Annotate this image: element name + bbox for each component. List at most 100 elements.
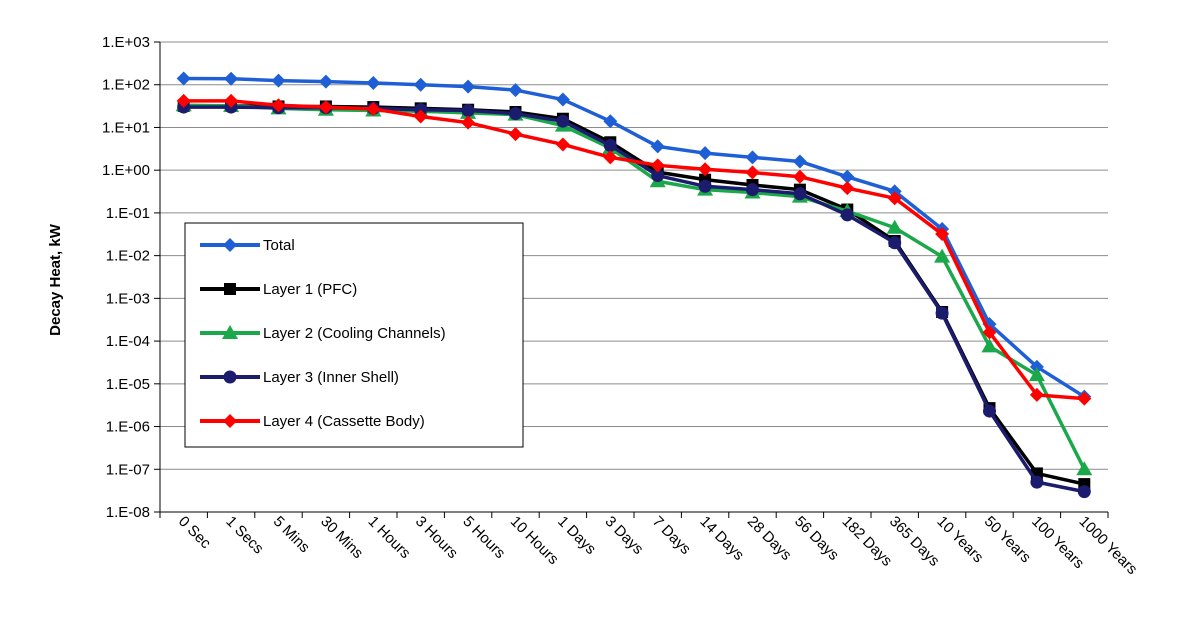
y-tick-label: 1.E-06 [106, 419, 150, 436]
x-tick-label: 365 Days [886, 513, 943, 570]
legend-swatch-marker [222, 325, 238, 339]
x-tick-label: 56 Days [791, 513, 842, 564]
data-point [413, 109, 428, 124]
y-tick-label: 1.E-05 [106, 376, 150, 393]
data-point [1029, 387, 1044, 402]
x-tick-label: 14 Days [696, 513, 747, 564]
data-point [981, 338, 998, 353]
y-tick-label: 1.E+03 [102, 34, 150, 51]
y-tick-label: 1.E+00 [102, 162, 150, 179]
data-point [651, 169, 665, 183]
series-line [183, 103, 1086, 471]
data-point [698, 179, 712, 193]
data-point [934, 248, 951, 263]
legend-swatch-marker [223, 414, 237, 428]
data-point [603, 114, 618, 129]
data-point [366, 75, 381, 90]
x-tick-label: 50 Years [981, 513, 1034, 566]
data-point [271, 98, 286, 113]
x-tick-label: 7 Days [649, 513, 694, 558]
data-point [650, 139, 665, 154]
x-tick-label: 3 Days [602, 513, 647, 558]
legend-swatch-marker [223, 238, 237, 252]
data-point [461, 103, 475, 117]
x-tick-label: 28 Days [744, 513, 795, 564]
data-point [792, 169, 807, 184]
data-point [413, 77, 428, 92]
data-point [792, 154, 807, 169]
data-point [461, 79, 476, 94]
data-point [650, 158, 665, 173]
data-point [556, 114, 570, 128]
y-tick-label: 1.E-04 [106, 333, 150, 350]
data-point [840, 169, 855, 184]
data-point [176, 93, 191, 108]
data-point [366, 102, 381, 117]
data-point [508, 127, 523, 142]
data-point [840, 181, 855, 196]
series-1 [176, 71, 1092, 404]
data-point [698, 146, 713, 161]
y-tick-label: 1.E-03 [106, 290, 150, 307]
y-axis-title: Decay Heat, kW [47, 223, 64, 336]
data-point [698, 162, 713, 177]
legend-label: Total [263, 237, 295, 254]
x-tick-label: 10 Hours [507, 513, 562, 568]
legend-swatch-marker [223, 370, 237, 384]
x-tick-label: 5 Mins [270, 513, 313, 556]
x-tick-label: 0 Sec [175, 513, 214, 552]
data-point [1028, 367, 1045, 382]
data-point [603, 150, 618, 165]
data-point [1030, 475, 1044, 489]
legend-label: Layer 2 (Cooling Channels) [263, 325, 446, 342]
data-point [318, 74, 333, 89]
x-tick-label: 30 Mins [317, 513, 366, 562]
data-point [603, 138, 617, 152]
x-tick-label: 5 Hours [459, 513, 508, 562]
legend-item-3: Layer 2 (Cooling Channels) [200, 325, 446, 342]
legend-label: Layer 4 (Cassette Body) [263, 413, 425, 430]
y-tick-label: 1.E+01 [102, 119, 150, 136]
series-line [183, 76, 1086, 399]
data-point [888, 236, 902, 250]
data-point [886, 219, 903, 234]
y-tick-label: 1.E+02 [102, 77, 150, 94]
x-tick-label: 182 Days [839, 513, 896, 570]
data-point [1077, 485, 1091, 499]
legend: Total Layer 1 (PFC) Layer 2 (Cooling Chann… [184, 222, 524, 448]
data-point [982, 325, 997, 340]
series-line [183, 99, 1085, 401]
y-tick-label: 1.E-01 [106, 205, 150, 222]
data-point [176, 71, 191, 86]
data-point [983, 404, 996, 418]
data-point [509, 107, 522, 121]
series-5 [176, 93, 1092, 406]
data-point [887, 191, 902, 206]
legend-swatch-marker [224, 283, 236, 295]
data-point [840, 208, 854, 222]
data-point [793, 187, 807, 201]
x-tick-label: 1 Days [554, 513, 599, 558]
legend-item-2: Layer 1 (PFC) [200, 281, 357, 298]
data-point [745, 150, 760, 165]
data-point [745, 165, 760, 180]
legend-item-4: Layer 3 (Inner Shell) [200, 369, 399, 386]
series-layer [175, 71, 1093, 499]
legend-label: Layer 3 (Inner Shell) [263, 369, 399, 386]
data-point [935, 306, 949, 320]
data-point [224, 93, 239, 108]
data-point [508, 83, 523, 98]
legend-item-1: Total [200, 237, 295, 254]
y-tick-label: 1.E-07 [106, 461, 150, 478]
data-point [1077, 391, 1092, 406]
data-point [271, 73, 286, 88]
data-point [555, 137, 570, 152]
x-tick-label: 1 Hours [365, 513, 414, 562]
y-tick-label: 1.E-02 [106, 248, 150, 265]
data-point [1029, 359, 1044, 374]
legend-item-5: Layer 4 (Cassette Body) [200, 413, 425, 430]
data-point [555, 92, 570, 107]
x-tick-label: 1000 Years [1076, 513, 1141, 578]
